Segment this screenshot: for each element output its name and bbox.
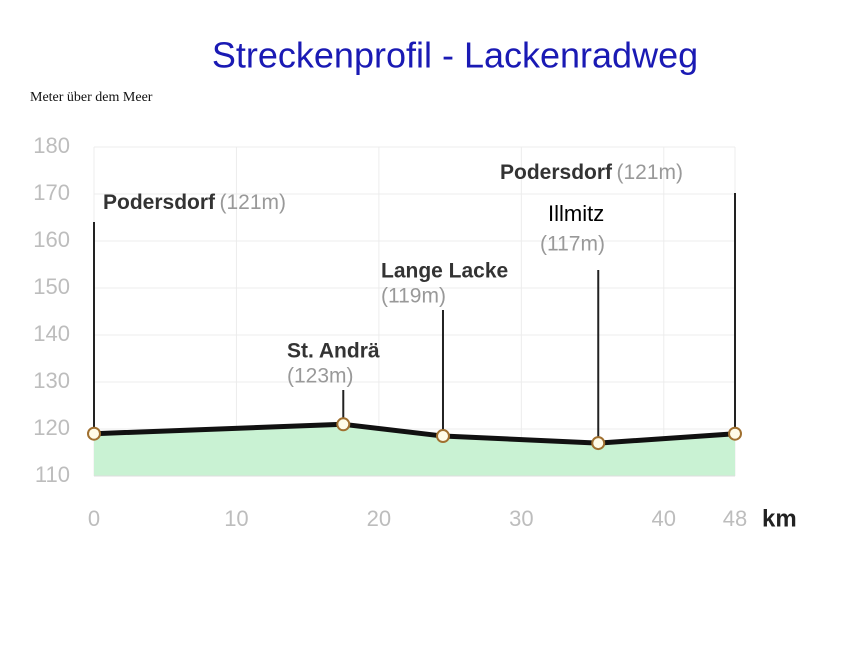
marker [87, 426, 101, 441]
elevation: (123m) [287, 365, 354, 388]
x-axis-label: km [762, 505, 797, 532]
x-tick-label: 10 [224, 506, 248, 531]
marker [336, 417, 351, 432]
elevation: (117m) [540, 233, 605, 256]
place-name: Illmitz [548, 201, 604, 226]
y-tick-label: 130 [33, 368, 70, 393]
y-axis-label: Meter über dem Meer [30, 90, 153, 105]
marker [728, 426, 742, 441]
annotation: Podersdorf (121m) [500, 161, 683, 184]
annotation: Podersdorf (121m) [103, 191, 286, 214]
elevation: (121m) [219, 191, 286, 214]
place-name: Podersdorf [103, 191, 216, 214]
x-tick-label: 0 [88, 506, 100, 531]
chart-title: Streckenprofil - Lackenradweg [212, 35, 698, 76]
y-tick-label: 150 [33, 274, 70, 299]
y-tick-label: 160 [33, 227, 70, 252]
x-tick-label: 30 [509, 506, 533, 531]
x-tick-label: 48 [723, 506, 747, 531]
place-name: Podersdorf [500, 161, 613, 184]
y-tick-label: 140 [33, 321, 70, 346]
y-tick-label: 180 [33, 133, 70, 158]
marker [591, 436, 606, 451]
y-tick-label: 170 [33, 180, 70, 205]
x-tick-label: 20 [367, 506, 391, 531]
marker [435, 429, 450, 444]
place-name: St. Andrä [287, 340, 380, 363]
elevation: (121m) [616, 161, 683, 184]
place-name: Lange Lacke [381, 260, 508, 283]
y-tick-label: 110 [35, 462, 70, 487]
elevation: (119m) [381, 285, 446, 308]
area [94, 424, 735, 476]
x-tick-label: 40 [652, 506, 676, 531]
y-tick-label: 120 [33, 415, 70, 440]
